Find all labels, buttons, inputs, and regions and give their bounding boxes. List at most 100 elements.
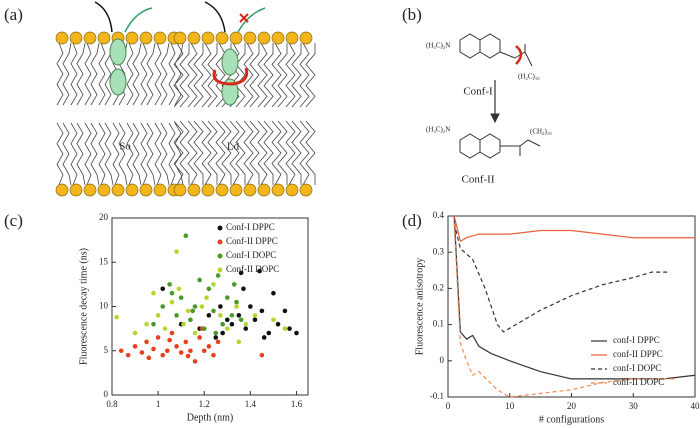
conformer-label: Conf-I (463, 86, 493, 98)
point (282, 308, 288, 314)
lipid-tail (243, 42, 254, 108)
point (174, 313, 179, 318)
point (176, 286, 182, 292)
lipid-head (111, 183, 125, 197)
arrow-in (204, 1, 226, 33)
point (275, 321, 281, 327)
point (174, 344, 179, 349)
lipid-tail (84, 42, 92, 106)
point (236, 313, 242, 318)
legend-swatch (217, 267, 223, 273)
legend-label: Conf-II DPPC (226, 236, 278, 246)
lipid-tail (263, 43, 274, 108)
lipid-tail (257, 120, 268, 186)
lipid-tail (160, 42, 170, 106)
lipid-head (153, 31, 167, 45)
point (215, 273, 221, 278)
lipid-tail (201, 120, 212, 186)
lipid-tail (98, 122, 106, 186)
point (199, 304, 205, 309)
lipid-head (285, 31, 299, 45)
point (243, 326, 249, 331)
y-tick-label: 15 (99, 256, 109, 266)
probe (109, 38, 127, 66)
lipid-tail (173, 120, 184, 186)
lipid-head (229, 31, 243, 45)
point (125, 352, 131, 358)
y-tick-label: 20 (99, 212, 109, 222)
probe (221, 78, 239, 106)
lipid-head (139, 31, 153, 45)
point (169, 330, 175, 336)
legend-label: conf-II DPPC (613, 349, 663, 359)
y-tick-label: 0 (440, 355, 445, 365)
lipid-tail (291, 120, 302, 185)
point (224, 326, 230, 331)
point (169, 299, 175, 305)
point (132, 344, 138, 349)
lipid-tail (201, 42, 212, 108)
point (146, 355, 152, 361)
point (162, 326, 168, 331)
point (144, 321, 149, 327)
lipid-tail (112, 122, 120, 186)
lipid-head (187, 31, 201, 45)
lipid-head (125, 31, 139, 45)
point (151, 290, 156, 296)
line (453, 215, 695, 243)
point (211, 352, 216, 358)
lipid-head (243, 31, 257, 45)
lipid-tail (235, 120, 246, 185)
point (178, 295, 184, 300)
lipid-tail (70, 42, 78, 106)
chem-label: (CH₂)₁₀ (530, 128, 552, 136)
lipid-tail (70, 122, 78, 186)
lipid-head (173, 31, 187, 45)
point (132, 330, 138, 336)
lipid-tail (229, 42, 240, 108)
point (218, 313, 223, 318)
point (165, 348, 170, 354)
lipid-tail (229, 120, 240, 186)
point (155, 313, 161, 318)
point (181, 321, 186, 327)
lipid-head (69, 183, 83, 197)
point (234, 299, 239, 305)
x-tick-label: 40 (691, 401, 700, 411)
probe (221, 48, 239, 76)
point (213, 330, 219, 336)
x-tick-label: 10 (505, 401, 515, 411)
y-tick-label: 0.2 (433, 282, 444, 292)
lipid-tail (118, 122, 128, 186)
point (160, 304, 166, 309)
lipid-tail (104, 122, 114, 186)
lipid-tail (146, 122, 156, 186)
lipid-tail (126, 122, 134, 186)
cross (239, 13, 249, 23)
point (169, 290, 175, 296)
lipid-tail (140, 42, 148, 106)
point (231, 282, 237, 287)
rotation (212, 67, 249, 86)
lipid-head (83, 31, 97, 45)
point (271, 317, 276, 323)
point (201, 326, 207, 331)
x-tick-label: 30 (629, 401, 639, 411)
lipid-tail (299, 120, 310, 186)
lipid-tail (207, 43, 218, 108)
lipid-head (271, 31, 285, 45)
point (144, 339, 149, 345)
point (266, 330, 272, 336)
lipid-head (285, 183, 299, 197)
lipid-head (187, 183, 201, 197)
lipid-tail (56, 122, 64, 186)
y-tick-label: 0.4 (433, 210, 445, 220)
point (218, 304, 223, 309)
lipid-tail (193, 43, 204, 108)
lipid-head (215, 183, 229, 197)
plot-frame (111, 217, 309, 396)
point (201, 348, 207, 354)
point (282, 326, 288, 331)
lipid-tail (249, 43, 260, 108)
point (211, 282, 216, 287)
